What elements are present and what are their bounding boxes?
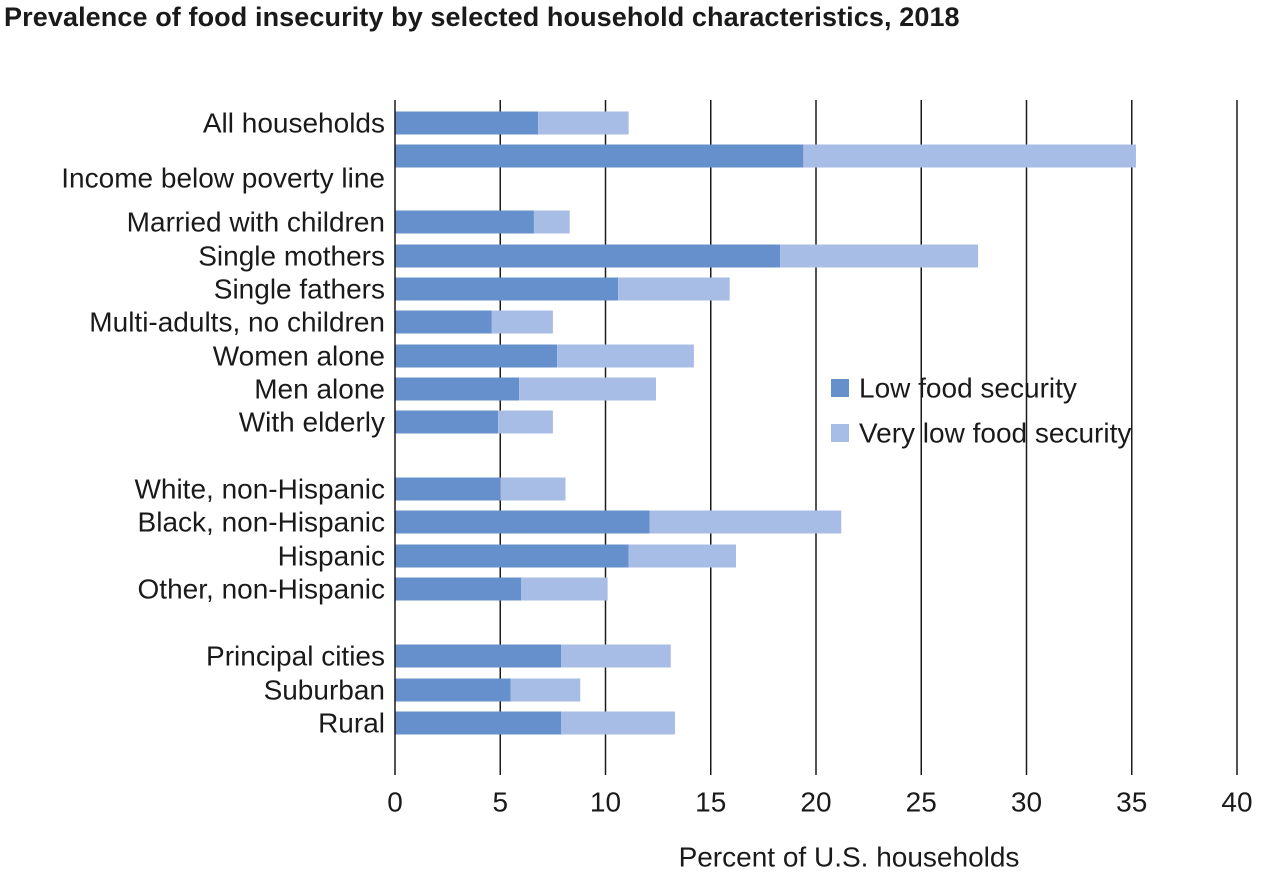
- bar-all-households-low-food-security: [395, 111, 539, 135]
- bar-men-alone-very-low-food-security: [519, 377, 657, 401]
- legend-swatch-low-food-security: [831, 379, 849, 397]
- x-tick-label-30: 30: [1011, 787, 1042, 818]
- category-label-married-with-children: Married with children: [127, 207, 385, 238]
- bar-multi-adults-no-children-very-low-food-security: [491, 310, 553, 334]
- bar-black-non-hispanic-low-food-security: [395, 510, 650, 534]
- x-tick-label-10: 10: [590, 787, 621, 818]
- bar-single-fathers-low-food-security: [395, 277, 619, 301]
- bar-rural-low-food-security: [395, 711, 562, 735]
- chart-title: Prevalence of food insecurity by selecte…: [4, 2, 960, 32]
- bar-with-elderly-very-low-food-security: [498, 410, 553, 434]
- x-tick-label-25: 25: [906, 787, 937, 818]
- bar-men-alone-low-food-security: [395, 377, 520, 401]
- category-label-black-non-hispanic: Black, non-Hispanic: [138, 507, 385, 538]
- x-tick-labels: 0 5 10 15 20 25 30 35 40: [387, 787, 1252, 818]
- x-tick-label-40: 40: [1221, 787, 1252, 818]
- bar-other-non-hispanic-low-food-security: [395, 577, 522, 601]
- category-label-white-non-hispanic: White, non-Hispanic: [134, 474, 385, 505]
- legend-label-very-low-food-security: Very low food security: [859, 418, 1131, 449]
- x-tick-label-15: 15: [695, 787, 726, 818]
- x-tick-label-35: 35: [1116, 787, 1147, 818]
- x-tick-label-0: 0: [387, 787, 403, 818]
- bar-married-with-children-very-low-food-security: [533, 210, 570, 234]
- category-label-principal-cities: Principal cities: [206, 641, 385, 672]
- bar-single-fathers-very-low-food-security: [618, 277, 730, 301]
- legend-swatch-very-low-food-security: [831, 424, 849, 442]
- category-label-single-mothers: Single mothers: [198, 241, 385, 272]
- bar-married-with-children-low-food-security: [395, 210, 534, 234]
- bar-suburban-low-food-security: [395, 678, 511, 702]
- bar-hispanic-low-food-security: [395, 544, 629, 568]
- bar-women-alone-low-food-security: [395, 344, 558, 368]
- category-label-women-alone: Women alone: [213, 341, 385, 372]
- x-tick-label-20: 20: [800, 787, 831, 818]
- bar-white-non-hispanic-low-food-security: [395, 477, 501, 501]
- bar-income-below-poverty-line-very-low-food-security: [803, 144, 1136, 168]
- category-label-other-non-hispanic: Other, non-Hispanic: [138, 574, 385, 605]
- bar-income-below-poverty-line-low-food-security: [395, 144, 804, 168]
- bar-black-non-hispanic-very-low-food-security: [649, 510, 842, 534]
- bar-suburban-very-low-food-security: [510, 678, 581, 702]
- category-label-men-alone: Men alone: [254, 374, 385, 405]
- category-label-with-elderly: With elderly: [239, 407, 385, 438]
- bar-principal-cities-low-food-security: [395, 644, 562, 668]
- category-label-suburban: Suburban: [264, 675, 385, 706]
- legend-label-low-food-security: Low food security: [859, 373, 1077, 404]
- bar-rural-very-low-food-security: [561, 711, 675, 735]
- bar-with-elderly-low-food-security: [395, 410, 499, 434]
- bar-hispanic-very-low-food-security: [628, 544, 737, 568]
- category-label-hispanic: Hispanic: [278, 541, 385, 572]
- bars: [395, 111, 1136, 735]
- bar-multi-adults-no-children-low-food-security: [395, 310, 492, 334]
- bar-single-mothers-low-food-security: [395, 244, 781, 268]
- category-label-multi-adults-no-children: Multi-adults, no children: [89, 307, 385, 338]
- legend: Low food security Very low food security: [831, 373, 1131, 449]
- bar-women-alone-very-low-food-security: [557, 344, 694, 368]
- bar-white-non-hispanic-very-low-food-security: [500, 477, 566, 501]
- category-label-income-below-poverty-line: Income below poverty line: [61, 163, 385, 194]
- category-labels: All households Income below poverty line M…: [61, 108, 385, 739]
- category-label-all-households: All households: [203, 108, 385, 139]
- category-label-rural: Rural: [318, 708, 385, 739]
- bar-all-households-very-low-food-security: [538, 111, 629, 135]
- x-axis-title: Percent of U.S. households: [679, 842, 1020, 873]
- bar-single-mothers-very-low-food-security: [780, 244, 979, 268]
- x-tick-label-5: 5: [492, 787, 508, 818]
- category-label-single-fathers: Single fathers: [214, 274, 385, 305]
- bar-principal-cities-very-low-food-security: [561, 644, 671, 668]
- bar-other-non-hispanic-very-low-food-security: [521, 577, 608, 601]
